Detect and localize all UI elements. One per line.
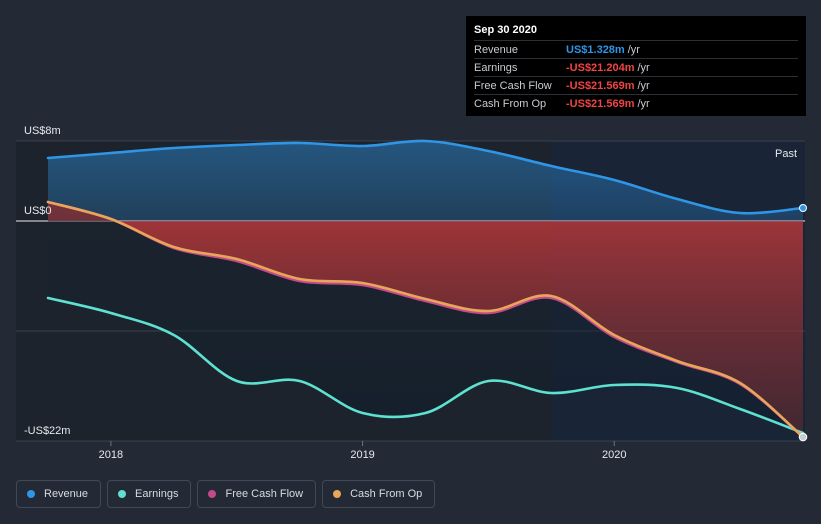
tooltip-value: -US$21.569m <box>566 79 635 92</box>
y-axis-labels: US$8m US$0 -US$22m <box>24 125 70 437</box>
legend-dot-icon <box>333 490 342 498</box>
y-tick-label: US$0 <box>24 205 52 217</box>
tooltip-row-earnings: Earnings -US$21.204m /yr <box>474 58 798 76</box>
legend-label: Free Cash Flow <box>225 488 304 500</box>
tooltip-label: Cash From Op <box>474 97 547 110</box>
cash-from-op-area <box>48 202 803 437</box>
legend: Revenue Earnings Free Cash Flow Cash Fro… <box>16 480 436 508</box>
tooltip-row-free-cash-flow: Free Cash Flow -US$21.569m /yr <box>474 76 798 94</box>
tooltip-unit: /yr <box>627 43 640 56</box>
tooltip-panel: Sep 30 2020 Revenue US$1.328m /yr Earnin… <box>466 16 806 116</box>
cash-end-marker <box>798 432 808 442</box>
tooltip-label: Free Cash Flow <box>474 79 552 92</box>
x-tick-label: 2018 <box>99 449 123 461</box>
tooltip-value: -US$21.204m <box>566 61 635 74</box>
legend-earnings-button[interactable]: Earnings <box>107 480 192 508</box>
x-axis-labels: 2018 2019 2020 <box>99 441 626 461</box>
y-tick-label: -US$22m <box>24 425 70 437</box>
tooltip-value: -US$21.569m <box>566 97 635 110</box>
revenue-line <box>46 139 805 215</box>
legend-dot-icon <box>27 490 35 498</box>
revenue-area <box>48 140 803 221</box>
tooltip-row-cash-from-op: Cash From Op -US$21.569m /yr <box>474 94 798 112</box>
legend-label: Earnings <box>135 488 179 500</box>
legend-label: Cash From Op <box>350 488 423 500</box>
legend-cash-from-op-button[interactable]: Cash From Op <box>322 480 436 508</box>
legend-revenue-button[interactable]: Revenue <box>16 480 102 508</box>
tooltip-label: Earnings <box>474 61 518 74</box>
x-tick-label: 2019 <box>350 449 374 461</box>
tooltip-date: Sep 30 2020 <box>474 24 537 36</box>
past-label: Past <box>775 148 797 160</box>
legend-free-cash-flow-button[interactable]: Free Cash Flow <box>197 480 317 508</box>
series-end-markers <box>798 204 808 442</box>
legend-dot-icon <box>208 490 217 498</box>
tooltip-unit: /yr <box>637 61 650 74</box>
legend-label: Revenue <box>44 488 89 500</box>
revenue-end-marker <box>799 204 807 212</box>
tooltip-unit: /yr <box>637 97 650 110</box>
series-lines <box>46 139 805 439</box>
earnings-line <box>46 296 805 435</box>
legend-dot-icon <box>118 490 127 498</box>
tooltip-value: US$1.328m <box>566 43 625 56</box>
y-tick-label: US$8m <box>24 125 61 137</box>
x-tick-label: 2020 <box>602 449 626 461</box>
cash-from-op-line <box>46 200 805 439</box>
tooltip-unit: /yr <box>637 79 650 92</box>
tooltip-row-revenue: Revenue US$1.328m /yr <box>474 40 798 58</box>
tooltip-label: Revenue <box>474 43 519 56</box>
